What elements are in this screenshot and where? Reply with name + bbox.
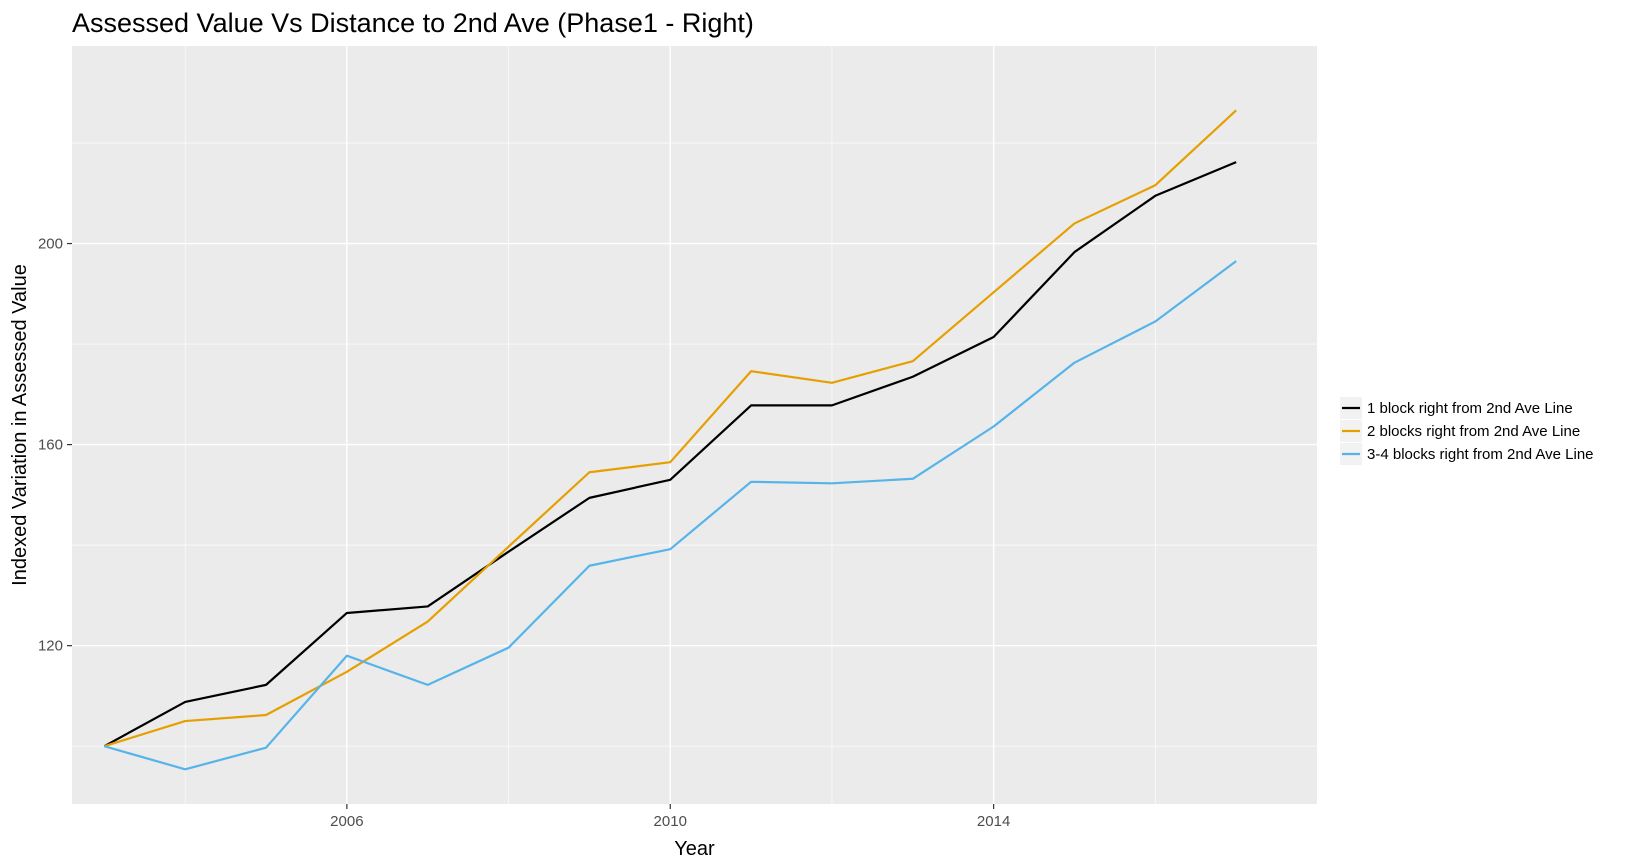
series-lines	[103, 109, 1237, 771]
legend-label-3: 3-4 blocks right from 2nd Ave Line	[1367, 446, 1594, 463]
series-line-1	[103, 161, 1237, 748]
plot-panel	[72, 46, 1317, 804]
chart-title: Assessed Value Vs Distance to 2nd Ave (P…	[72, 8, 754, 38]
x-axis-title: Year	[674, 838, 715, 860]
y-tick-label: 120	[38, 638, 63, 655]
series-line-3	[104, 260, 1237, 771]
x-tick-label: 2006	[330, 813, 363, 830]
y-tick-label: 160	[38, 437, 63, 454]
major-grid	[72, 46, 1317, 804]
x-axis-ticks: 2006 2010 2014	[330, 804, 1010, 830]
y-axis-title: Indexed Variation in Assessed Value	[9, 264, 31, 586]
minor-grid	[72, 46, 1317, 804]
y-axis-ticks: 120 160 200	[38, 236, 72, 655]
x-tick-label: 2010	[654, 813, 687, 830]
y-tick-label: 200	[38, 236, 63, 253]
legend: 1 block right from 2nd Ave Line 2 blocks …	[1340, 397, 1594, 465]
x-tick-label: 2014	[977, 813, 1010, 830]
legend-label-2: 2 blocks right from 2nd Ave Line	[1367, 423, 1580, 440]
series-line-2	[104, 109, 1237, 748]
legend-label-1: 1 block right from 2nd Ave Line	[1367, 400, 1573, 417]
